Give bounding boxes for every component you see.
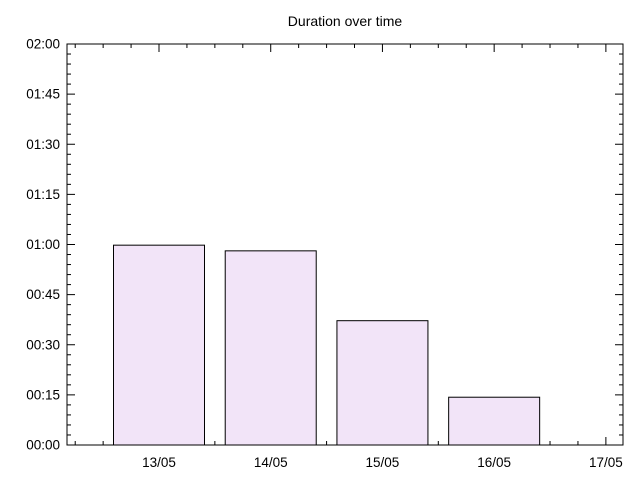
y-tick-label: 01:00 [26,237,60,252]
y-tick-label: 00:00 [26,438,60,453]
bar-15/05 [336,320,429,446]
y-axis-labels: 00:00 00:15 00:30 00:45 01:00 01:15 01:30 01:45… [26,37,60,453]
bar-16/05 [448,396,541,446]
y-tick-label: 00:15 [26,387,60,402]
x-tick-label: 14/05 [254,455,288,470]
y-tick-label: 00:45 [26,287,60,302]
x-tick-label: 13/05 [142,455,176,470]
bar-14/05 [224,250,317,446]
y-tick-label: 01:30 [26,137,60,152]
x-tick-label: 16/05 [477,455,511,470]
bars [113,244,541,446]
x-tick-label: 17/05 [589,455,623,470]
chart-title: Duration over time [287,13,403,29]
y-tick-label: 00:30 [26,337,60,352]
bar-13/05 [113,244,205,446]
plot-border [66,43,624,446]
y-tick-label: 02:00 [26,37,60,52]
x-axis-labels: 13/05 14/05 15/05 16/05 17/05 [142,455,623,470]
x-tick-label: 15/05 [366,455,400,470]
y-tick-label: 01:15 [26,187,60,202]
y-tick-label: 01:45 [26,87,60,102]
